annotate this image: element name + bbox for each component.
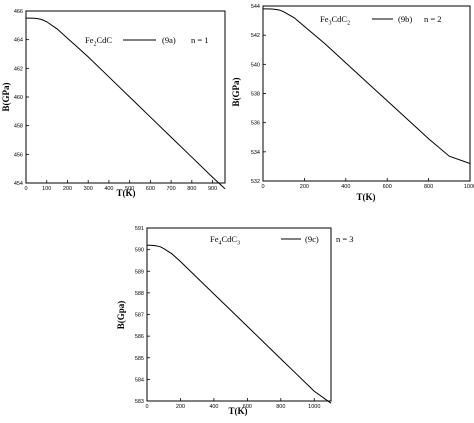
x-tick-label: 600 <box>146 186 155 192</box>
legend-compound-label: Fe2CdC <box>85 35 112 48</box>
legend-compound-label: Fe3CdC2 <box>320 14 350 27</box>
plot-frame <box>262 5 471 182</box>
y-axis-label: B(GPa) <box>1 83 11 112</box>
x-tick-label: 400 <box>104 186 113 192</box>
legend-tag: (9c) <box>305 234 319 244</box>
x-tick-label: 0 <box>145 404 148 410</box>
x-tick-label: 300 <box>84 186 93 192</box>
y-tick-label: 466 <box>14 9 23 15</box>
x-tick-label: 500 <box>125 186 134 192</box>
plot-frame <box>146 227 332 402</box>
y-tick-label: 583 <box>135 399 144 405</box>
y-tick-label: 589 <box>135 269 144 275</box>
x-tick-label: 700 <box>167 186 176 192</box>
chart-panel-1: 0 100 200 300 400 500 600 700 800 900 454 456 458 460… <box>1 9 226 198</box>
y-tick-label: 540 <box>251 62 260 68</box>
series-line-1 <box>263 8 471 164</box>
y-tick-label: 538 <box>251 92 260 98</box>
y-tick-label: 588 <box>135 291 144 297</box>
x-tick-label: 600 <box>383 184 392 190</box>
x-tick-label: 0 <box>261 184 264 190</box>
x-tick-label: 1000 <box>464 184 474 190</box>
x-tick-label: 400 <box>209 404 218 410</box>
y-tick-label: 536 <box>251 121 260 127</box>
x-tick-label: 900 <box>208 186 217 192</box>
y-tick-label: 591 <box>135 226 144 232</box>
y-tick-label: 542 <box>251 33 260 39</box>
y-axis-label: B(GPa) <box>231 78 241 107</box>
x-axis-label: T(K) <box>117 188 136 198</box>
x-tick-label: 800 <box>424 184 433 190</box>
y-tick-label: 464 <box>14 38 23 44</box>
y-tick-label: 532 <box>251 179 260 185</box>
y-tick-label: 544 <box>251 4 260 10</box>
y-tick-label: 534 <box>251 150 260 156</box>
x-tick-label: 400 <box>341 184 350 190</box>
y-tick-label: 458 <box>14 124 23 130</box>
chart-panel-3: 0 200 400 600 800 1000 583 584 585 586 587 588 589 59… <box>116 226 354 416</box>
y-tick-label: 587 <box>135 313 144 319</box>
y-tick-label: 584 <box>135 377 144 383</box>
x-tick-label: 0 <box>24 186 27 192</box>
legend-n-label: n = 2 <box>424 14 442 24</box>
x-tick-label: 200 <box>176 404 185 410</box>
x-tick-label: 600 <box>243 404 252 410</box>
x-tick-label: 200 <box>63 186 72 192</box>
y-tick-label: 456 <box>14 152 23 158</box>
legend-compound-label: Fe4CdC3 <box>210 234 240 247</box>
x-tick-label: 200 <box>300 184 309 190</box>
y-tick-label: 590 <box>135 248 144 254</box>
legend-tag: (9b) <box>398 14 412 24</box>
x-axis-label: T(K) <box>229 406 248 416</box>
y-tick-label: 586 <box>135 334 144 340</box>
x-axis-label: T(K) <box>357 192 376 202</box>
y-axis-label: B(Gpa) <box>116 301 126 330</box>
legend-tag: (9a) <box>162 35 176 45</box>
y-tick-label: 460 <box>14 95 23 101</box>
x-tick-label: 800 <box>276 404 285 410</box>
series-line-1 <box>26 17 226 190</box>
legend-n-label: n = 1 <box>191 35 209 45</box>
x-tick-label: 800 <box>187 186 196 192</box>
y-tick-label: 454 <box>14 181 23 187</box>
series-line-1 <box>147 244 332 404</box>
chart-panel-2: 0 200 400 600 800 1000 532 534 536 538 540 542 544 T(… <box>231 4 474 202</box>
y-tick-label: 462 <box>14 66 23 72</box>
x-tick-label: 1000 <box>308 404 320 410</box>
y-tick-label: 585 <box>135 356 144 362</box>
x-tick-label: 100 <box>42 186 51 192</box>
legend-n-label: n = 3 <box>336 234 354 244</box>
